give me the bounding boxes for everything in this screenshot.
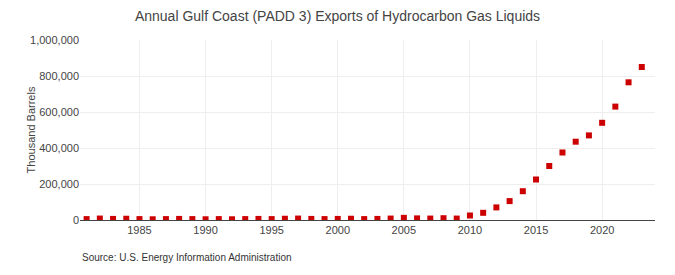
svg-text:2010: 2010 [458, 224, 482, 236]
svg-text:1990: 1990 [193, 224, 217, 236]
svg-text:2000: 2000 [326, 224, 350, 236]
svg-text:1985: 1985 [127, 224, 151, 236]
svg-text:200,000: 200,000 [39, 178, 79, 190]
svg-text:1,000,000: 1,000,000 [30, 34, 79, 46]
svg-text:1995: 1995 [259, 224, 283, 236]
svg-text:600,000: 600,000 [39, 106, 79, 118]
svg-text:400,000: 400,000 [39, 142, 79, 154]
svg-text:2005: 2005 [392, 224, 416, 236]
svg-text:Annual Gulf Coast (PADD 3) Exp: Annual Gulf Coast (PADD 3) Exports of Hy… [135, 8, 540, 24]
svg-text:2015: 2015 [524, 224, 548, 236]
svg-text:Source: U.S. Energy Informatio: Source: U.S. Energy Information Administ… [82, 252, 292, 263]
svg-text:800,000: 800,000 [39, 70, 79, 82]
svg-text:2020: 2020 [590, 224, 614, 236]
svg-text:Thousand Barrels: Thousand Barrels [25, 86, 37, 173]
svg-text:0: 0 [73, 214, 79, 226]
